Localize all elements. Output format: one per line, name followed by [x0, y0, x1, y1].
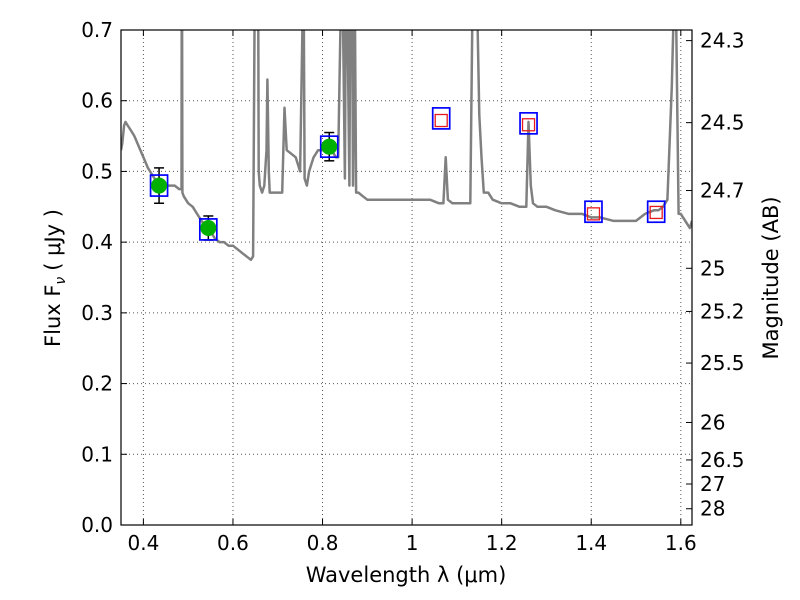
data-point	[321, 138, 338, 155]
model-box-red	[586, 207, 601, 221]
mag-tick-label: 24.7	[700, 179, 745, 203]
model-box-red	[649, 205, 663, 220]
model-box-blue	[584, 200, 603, 224]
mag-tick-label: 24.5	[700, 111, 745, 135]
model-box-red	[434, 113, 448, 128]
y-tick-label: 0.7	[81, 18, 113, 42]
mag-tick-label: 25.2	[700, 299, 745, 323]
mag-tick-label: 28	[700, 497, 725, 521]
y-tick-label: 0.2	[81, 372, 113, 396]
x-tick-label: 1.4	[575, 531, 607, 555]
y-axis-label-sub: ν	[53, 277, 69, 285]
y-axis-label: Flux Fν( μJy )	[41, 209, 69, 347]
model-box-blue	[519, 111, 538, 135]
y-tick-label: 0.3	[81, 301, 113, 325]
grid	[121, 29, 692, 526]
mag-tick-label: 25.5	[700, 351, 745, 375]
y2-axis-label: Magnitude (AB)	[759, 196, 783, 359]
x-axis-label: Wavelength λ (μm)	[306, 563, 507, 587]
mag-tick-label: 27	[700, 472, 725, 496]
model-box-blue	[198, 218, 218, 241]
model-box-blue	[319, 135, 339, 159]
model-box-blue	[646, 200, 666, 224]
model-box-blue	[431, 107, 451, 130]
model-box-blue	[149, 174, 169, 197]
y-tick-label: 0.6	[81, 89, 113, 113]
y-tick-label: 0.5	[81, 159, 113, 183]
plot-frame	[120, 29, 693, 526]
y-tick-label: 0.0	[81, 513, 113, 537]
x-tick-label: 1.2	[486, 531, 518, 555]
x-tick-label: 0.8	[307, 531, 339, 555]
y-axis-label-unit: ( μJy )	[41, 209, 65, 271]
data-point	[200, 220, 217, 236]
x-tick-label: 1.6	[665, 531, 697, 555]
x-tick-label: 0.4	[127, 531, 159, 555]
y-tick-label: 0.1	[81, 442, 113, 466]
mag-tick-label: 24.3	[700, 29, 745, 53]
markers-layer	[149, 107, 666, 241]
x-tick-label: 0.6	[217, 531, 249, 555]
mag-tick-label: 25	[700, 256, 725, 280]
plot-background	[121, 30, 692, 525]
ticks: 0.4 0.6 0.8 1 1.2 1.4 1.6 0.0 0.1 0.2 0.3 0.4 0.5 0.6…	[81, 18, 744, 555]
mag-tick-label: 26.5	[700, 448, 745, 472]
mag-tick-label: 26	[700, 410, 725, 434]
model-box-red	[521, 118, 536, 132]
data-point	[151, 177, 168, 194]
y-tick-label: 0.4	[81, 230, 113, 254]
x-tick-label: 1	[406, 531, 419, 555]
